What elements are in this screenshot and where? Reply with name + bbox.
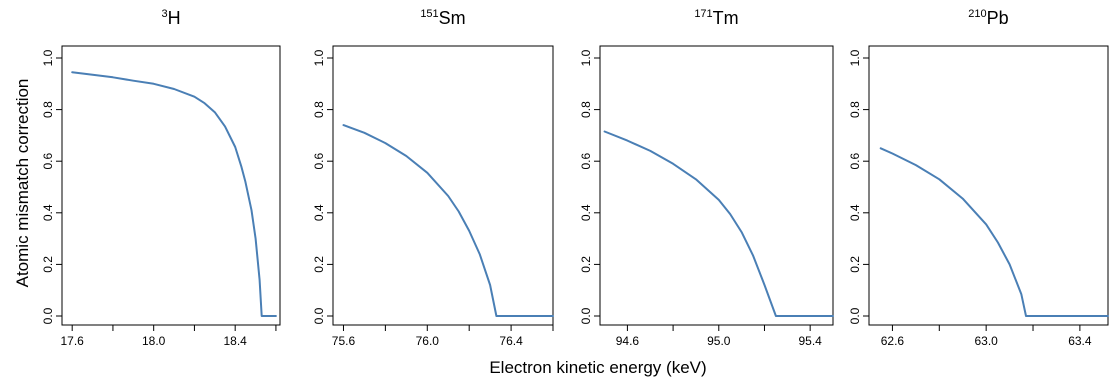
x-tick-label: 18.4 (223, 334, 247, 348)
panel-2: 0.0 0.2 0.4 0.6 0.8 1.0 75.6 76.0 76.4 151Sm (312, 8, 554, 348)
series-line (879, 147, 1109, 317)
y-tick-label: 0.0 (579, 307, 593, 324)
y-tick-label: 0.6 (312, 153, 326, 170)
y-tick-label: 0.0 (848, 307, 862, 324)
x-tick-label: 75.6 (332, 334, 356, 348)
plot-frame (599, 45, 834, 326)
x-tick-label: 63.0 (974, 334, 998, 348)
y-tick-label: 0.4 (579, 204, 593, 221)
y-tick-label: 1.0 (41, 49, 55, 66)
y-tick-label: 0.6 (579, 153, 593, 170)
y-tick-label: 0.4 (41, 204, 55, 221)
x-tick-label: 63.4 (1068, 334, 1092, 348)
title-element: H (168, 8, 181, 28)
x-tick-label: 76.0 (416, 334, 440, 348)
panel-title: 3H (161, 8, 180, 28)
y-tick-label: 0.2 (312, 256, 326, 273)
title-element: Sm (439, 8, 466, 28)
plot-frame (868, 45, 1109, 326)
y-tick-label: 1.0 (579, 49, 593, 66)
series-line (603, 130, 834, 317)
y-tick-label: 0.0 (41, 307, 55, 324)
y-tick-label: 0.8 (41, 101, 55, 118)
plot-frame (332, 45, 554, 326)
x-axis-label: Electron kinetic energy (keV) (489, 358, 706, 377)
y-tick-label: 0.4 (312, 204, 326, 221)
y-tick-label: 0.6 (848, 153, 862, 170)
y-axis-label: Atomic mismatch correction (13, 79, 32, 288)
title-superscript: 171 (694, 8, 712, 20)
panel-3: 0.0 0.2 0.4 0.6 0.8 1.0 94.6 95.0 95.4 171Tm (579, 8, 834, 348)
series-line (342, 124, 554, 317)
panel-title: 151Sm (420, 8, 465, 28)
y-tick-label: 1.0 (848, 49, 862, 66)
y-tick-label: 0.4 (848, 204, 862, 221)
y-tick-label: 0.6 (41, 153, 55, 170)
x-tick-label: 62.6 (881, 334, 905, 348)
x-tick-label: 95.0 (707, 334, 731, 348)
title-superscript: 3 (161, 8, 167, 20)
panel-1: 0.0 0.2 0.4 0.6 0.8 1.0 17.6 18.0 18.4 3H (41, 8, 281, 348)
panel-title: 171Tm (694, 8, 738, 28)
y-tick-label: 0.0 (312, 307, 326, 324)
y-tick-label: 0.8 (848, 101, 862, 118)
x-tick-label: 17.6 (61, 334, 85, 348)
plot-frame (61, 45, 281, 326)
panel-4: 0.0 0.2 0.4 0.6 0.8 1.0 62.6 63.0 63.4 210Pb (848, 8, 1109, 348)
y-tick-label: 0.8 (312, 101, 326, 118)
title-superscript: 151 (420, 8, 438, 20)
y-tick-label: 0.2 (848, 256, 862, 273)
x-tick-label: 76.4 (499, 334, 523, 348)
x-tick-label: 94.6 (616, 334, 640, 348)
x-tick-label: 95.4 (798, 334, 822, 348)
y-tick-label: 1.0 (312, 49, 326, 66)
panel-title: 210Pb (968, 8, 1008, 28)
x-tick-label: 18.0 (142, 334, 166, 348)
title-superscript: 210 (968, 8, 986, 20)
y-tick-label: 0.2 (579, 256, 593, 273)
y-tick-label: 0.8 (579, 101, 593, 118)
title-element: Pb (987, 8, 1009, 28)
title-element: Tm (713, 8, 739, 28)
series-line (71, 71, 277, 317)
y-tick-label: 0.2 (41, 256, 55, 273)
